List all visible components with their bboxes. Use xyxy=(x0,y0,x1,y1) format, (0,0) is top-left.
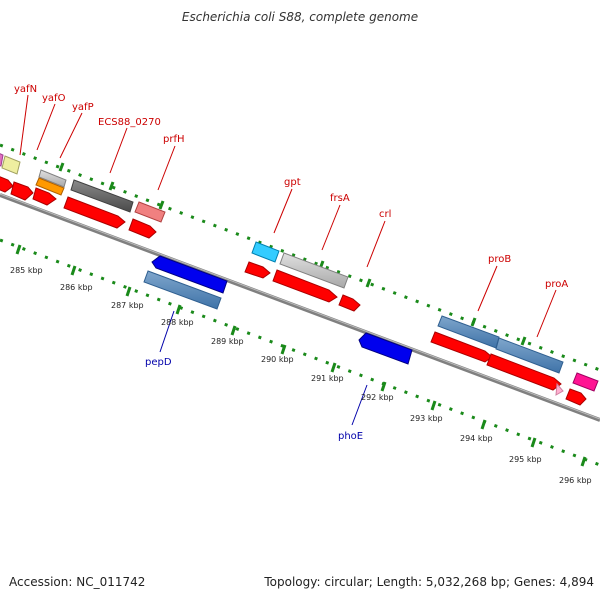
genome-summary-text: Topology: circular; Length: 5,032,268 bp… xyxy=(264,575,594,589)
forward-gene-label-group: yafN yafO yafP ECS88_0270 prfH gpt frsA … xyxy=(14,84,568,290)
inner-ruler-ticks xyxy=(15,244,587,467)
feature-box xyxy=(1,155,21,175)
forward-genes xyxy=(0,176,587,406)
gene-arrow xyxy=(338,294,361,312)
gene-arrow xyxy=(358,332,413,365)
ruler-label: 290 kbp xyxy=(261,355,294,364)
forward-leader-lines xyxy=(19,94,557,338)
ruler-label: 292 kbp xyxy=(361,393,394,402)
gene-label-prfH: prfH xyxy=(163,134,185,145)
gene-label-pepD: pepD xyxy=(145,357,172,368)
gene-arrow xyxy=(151,255,228,294)
feature-box xyxy=(495,337,564,374)
ruler-label: 295 kbp xyxy=(509,455,542,464)
gene-label-yafN: yafN xyxy=(14,84,37,95)
feature-box xyxy=(0,153,4,167)
gene-label-proB: proB xyxy=(488,254,511,265)
ruler-label: 291 kbp xyxy=(311,374,344,383)
feature-box xyxy=(35,177,65,196)
gene-arrow xyxy=(244,261,271,279)
map-title: Escherichia coli S88, complete genome xyxy=(181,10,419,24)
ruler-label-group: 285 kbp 286 kbp 287 kbp 288 kbp 289 kbp … xyxy=(10,266,592,485)
feature-box xyxy=(70,179,134,213)
genome-backbone xyxy=(0,193,600,422)
gene-arrow xyxy=(143,270,222,310)
gene-arrow xyxy=(128,218,157,239)
gene-arrow-small xyxy=(555,382,564,396)
feature-box xyxy=(251,241,280,263)
gene-arrow xyxy=(10,181,34,201)
feature-box xyxy=(134,201,166,223)
reverse-leader-lines xyxy=(159,310,368,426)
reverse-genes xyxy=(143,255,413,365)
ruler-label: 288 kbp xyxy=(161,318,194,327)
gene-label-yafO: yafO xyxy=(42,93,66,104)
gene-arrow xyxy=(565,388,587,406)
gene-arrow xyxy=(63,196,126,229)
gene-label-gpt: gpt xyxy=(284,177,301,188)
backbone-highlight xyxy=(0,193,600,420)
gene-arrow xyxy=(272,269,338,303)
gene-label-ECS88_0270: ECS88_0270 xyxy=(98,117,161,128)
gene-label-proA: proA xyxy=(545,279,568,290)
ruler-label: 293 kbp xyxy=(410,414,443,423)
ruler-label: 289 kbp xyxy=(211,337,244,346)
feature-box xyxy=(279,252,349,289)
ruler-label: 287 kbp xyxy=(111,301,144,310)
reverse-gene-label-group: pepD phoE xyxy=(145,357,363,442)
accession-text: Accession: NC_011742 xyxy=(9,575,146,589)
ruler-label: 286 kbp xyxy=(60,283,93,292)
feature-box xyxy=(38,169,67,188)
gene-label-frsA: frsA xyxy=(330,193,350,204)
ruler-label: 294 kbp xyxy=(460,434,493,443)
feature-box xyxy=(572,372,599,392)
gene-label-yafP: yafP xyxy=(72,102,94,113)
gene-label-phoE: phoE xyxy=(338,431,363,442)
feature-tier-upper xyxy=(0,153,599,392)
gene-arrow xyxy=(32,187,57,206)
ruler-label: 296 kbp xyxy=(559,476,592,485)
gene-label-crl: crl xyxy=(379,209,391,220)
ruler-label: 285 kbp xyxy=(10,266,43,275)
gene-arrow xyxy=(0,176,14,193)
